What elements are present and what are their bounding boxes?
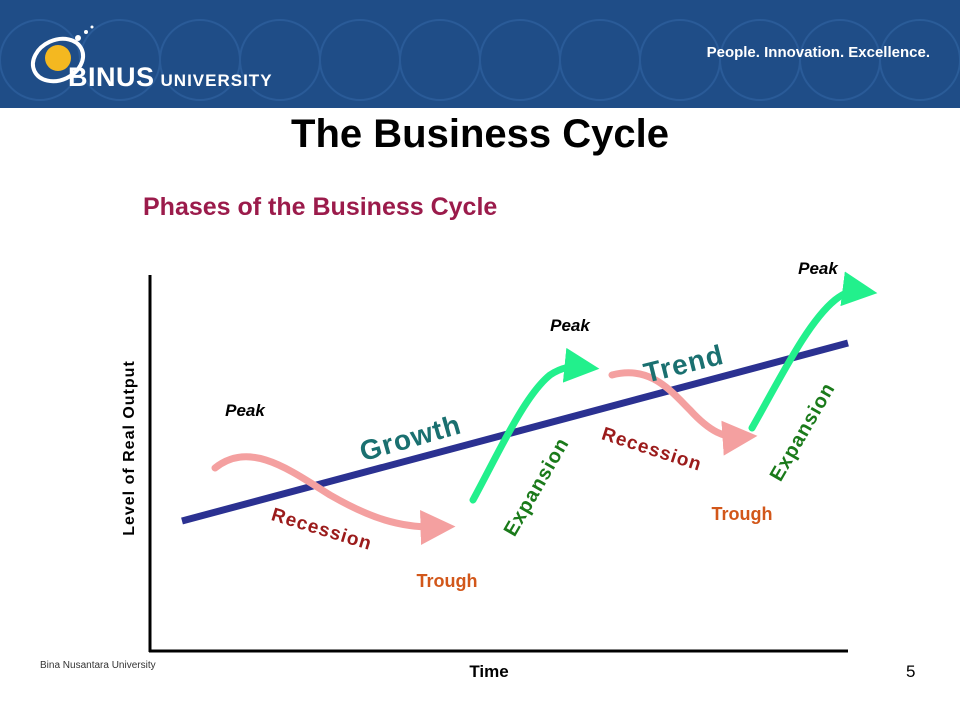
trend-line bbox=[181, 339, 849, 525]
logo-suffix: UNIVERSITY bbox=[160, 71, 273, 90]
logo-globe-icon bbox=[30, 25, 94, 84]
y-axis-label: Level of Real Output bbox=[121, 360, 138, 536]
expansion-curve-1 bbox=[469, 347, 600, 504]
trough-label-2: Trough bbox=[712, 504, 773, 524]
recession-label-2: Recession bbox=[599, 424, 704, 476]
footer-institution: Bina Nusantara University bbox=[40, 660, 156, 671]
recession-curve-2 bbox=[608, 369, 758, 456]
recession-curve-1 bbox=[211, 453, 456, 545]
x-axis-label: Time bbox=[469, 662, 508, 681]
tagline: People. Innovation. Excellence. bbox=[706, 44, 930, 61]
expansion-curve-2 bbox=[748, 271, 878, 432]
header-pattern bbox=[0, 19, 960, 101]
peak-label-3: Peak bbox=[798, 259, 839, 278]
slide-subtitle: Phases of the Business Cycle bbox=[143, 193, 498, 221]
page-number: 5 bbox=[906, 662, 916, 681]
header-banner: BINUS UNIVERSITY People. Innovation. Exce… bbox=[0, 0, 960, 108]
trough-label-1: Trough bbox=[417, 571, 478, 591]
peak-label-2: Peak bbox=[550, 316, 591, 335]
slide-title: The Business Cycle bbox=[291, 112, 669, 156]
peak-label-1: Peak bbox=[225, 401, 266, 420]
logo-wordmark: BINUS UNIVERSITY bbox=[68, 62, 273, 93]
logo-text: BINUS bbox=[68, 62, 155, 92]
expansion-label-2: Expansion bbox=[766, 379, 840, 485]
expansion-label-1: Expansion bbox=[500, 434, 574, 540]
